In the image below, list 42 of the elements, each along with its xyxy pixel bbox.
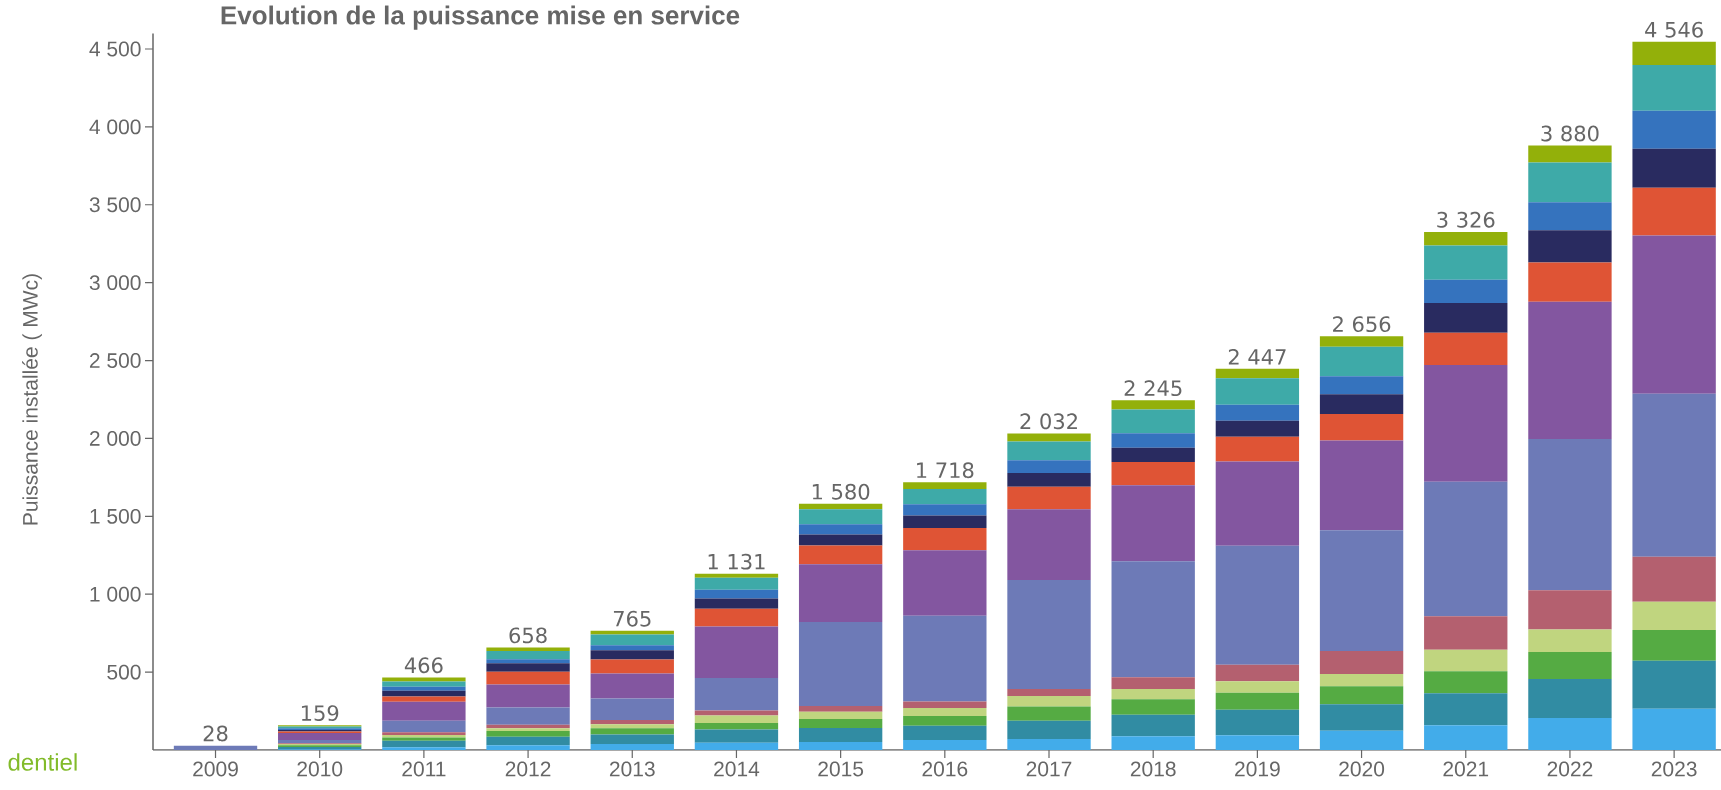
x-tick-label: 2011: [402, 761, 446, 777]
y-tick-label: 3 500: [89, 197, 141, 213]
y-tick-label: 1 500: [90, 508, 141, 524]
total-label: 2 032: [1020, 413, 1077, 430]
total-label: 658: [509, 627, 547, 644]
total-label: 1 580: [812, 483, 870, 500]
y-tick-label: 500: [107, 664, 141, 680]
total-label: 1 131: [708, 553, 765, 570]
total-label: 2 245: [1124, 380, 1182, 397]
total-label: 2 447: [1228, 349, 1286, 365]
x-tick-label: 2023: [1651, 761, 1697, 777]
total-label: 765: [613, 610, 651, 627]
total-label: 2 656: [1333, 316, 1391, 333]
y-tick-label: 2 500: [89, 353, 141, 368]
x-tick-label: 2018: [1130, 761, 1176, 777]
text: dentiel: [8, 753, 77, 771]
total-label: 159: [301, 705, 339, 722]
x-tick-label: 2022: [1547, 761, 1593, 777]
y-tick-label: 2 000: [89, 431, 141, 446]
x-tick-label: 2014: [714, 761, 760, 777]
x-tick-label: 2021: [1443, 761, 1489, 777]
y-tick-label: 4 000: [89, 119, 141, 135]
x-tick-label: 2016: [922, 761, 968, 777]
x-tick-label: 2010: [297, 761, 343, 777]
total-label: 3 880: [1541, 125, 1599, 142]
x-tick-label: 2013: [609, 761, 655, 777]
x-tick-label: 2009: [193, 761, 238, 777]
y-tick-label: 4 500: [89, 41, 141, 57]
x-tick-label: 2020: [1339, 761, 1385, 777]
total-label: 4 546: [1645, 21, 1703, 38]
x-tick-label: 2012: [505, 761, 551, 777]
total-label: 28: [203, 725, 228, 742]
x-tick-label: 2017: [1026, 761, 1072, 777]
y-tick-label: 1 000: [90, 586, 141, 602]
total-label: 3 326: [1437, 211, 1495, 228]
total-label: 466: [404, 657, 443, 674]
chart-title: Evolution de la puissance mise en service: [221, 5, 740, 30]
y-tick-label: 3 000: [89, 275, 141, 291]
y-axis-title: Puissance installée ( MWc): [22, 274, 42, 525]
x-tick-label: 2019: [1235, 761, 1280, 777]
total-label: 1 718: [917, 462, 974, 479]
x-tick-label: 2015: [818, 761, 864, 777]
